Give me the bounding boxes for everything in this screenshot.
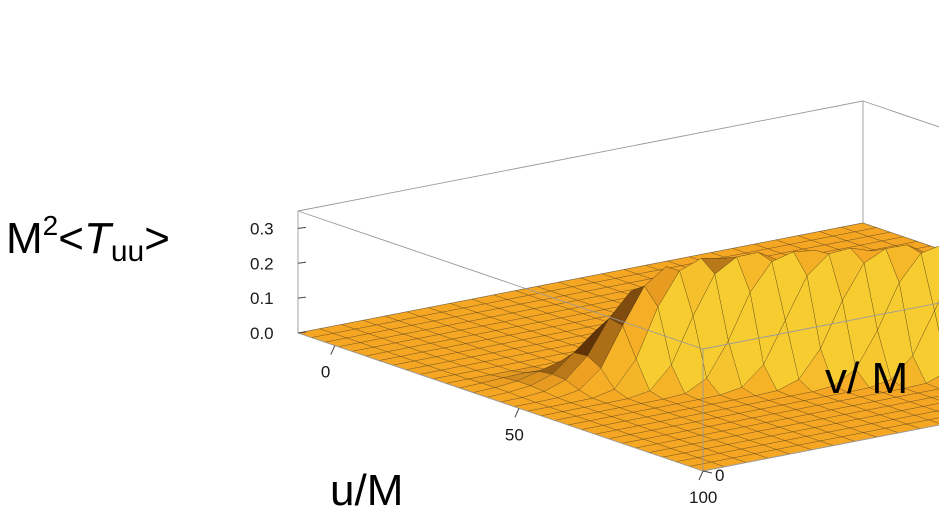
bounding-box-front bbox=[297, 210, 939, 472]
box-edge bbox=[297, 100, 864, 212]
z-axis-label: M2<Tuu> bbox=[6, 210, 170, 268]
surface-patch bbox=[934, 301, 939, 333]
z-tick-mark bbox=[297, 331, 307, 334]
x-tick-mark bbox=[330, 345, 336, 355]
z-tick-label: 0.0 bbox=[250, 324, 274, 343]
box-edge bbox=[702, 424, 939, 472]
z-tick-mark bbox=[297, 261, 307, 264]
surface-mesh bbox=[297, 222, 939, 472]
x-tick-mark bbox=[514, 408, 520, 418]
box-edge bbox=[862, 100, 939, 128]
surface-patch bbox=[930, 395, 939, 401]
y-axis-label: v/ M bbox=[825, 354, 908, 403]
x-tick-label: 100 bbox=[689, 488, 717, 507]
axis-ticks: 0.00.10.20.30501000510 bbox=[250, 219, 724, 507]
box-edge bbox=[297, 332, 704, 472]
x-axis-label: u/M bbox=[330, 466, 403, 515]
z-tick-label: 0.3 bbox=[250, 219, 274, 238]
z-tick-mark bbox=[297, 226, 307, 229]
x-tick-mark bbox=[698, 470, 704, 481]
x-tick-label: 0 bbox=[321, 363, 330, 382]
z-tick-label: 0.2 bbox=[250, 254, 274, 273]
z-tick-mark bbox=[297, 296, 307, 299]
y-tick-mark bbox=[702, 470, 713, 474]
y-tick-label: 0 bbox=[715, 466, 724, 485]
box-edge bbox=[702, 302, 939, 350]
x-tick-label: 50 bbox=[505, 425, 524, 444]
box-edge bbox=[297, 210, 704, 350]
z-tick-label: 0.1 bbox=[250, 289, 274, 308]
